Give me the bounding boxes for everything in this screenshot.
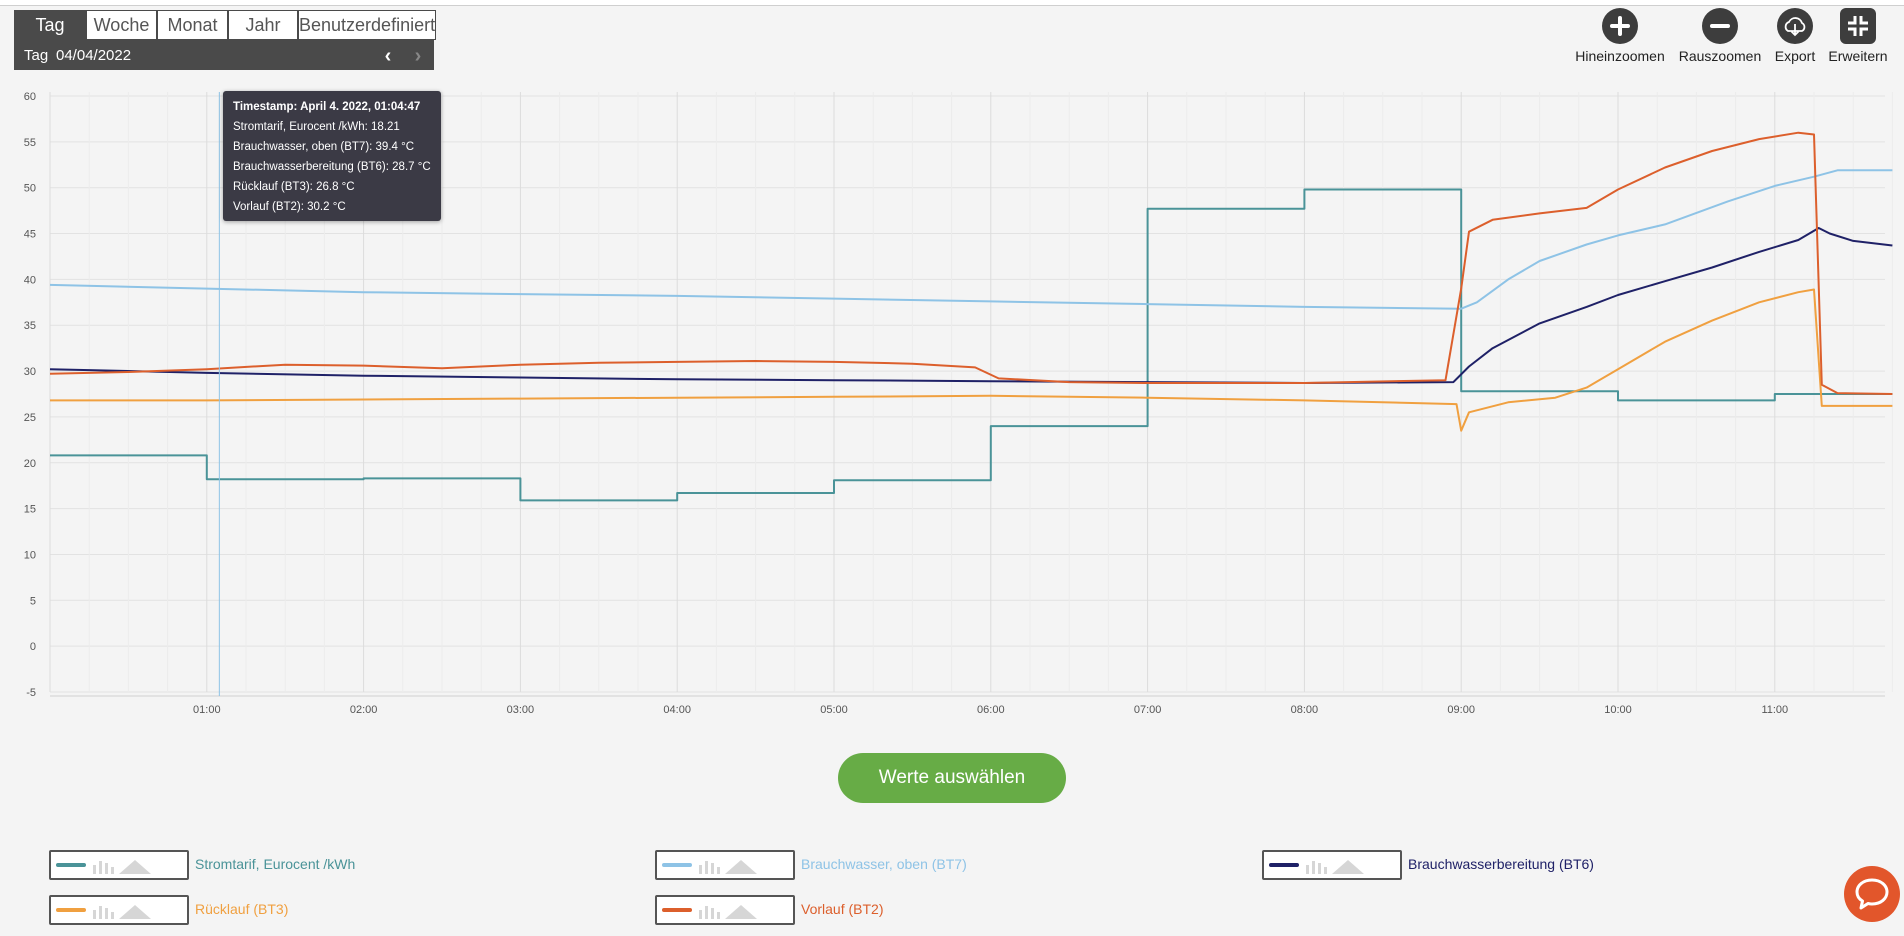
y-tick-label: 25	[24, 412, 36, 424]
minus-icon	[1702, 8, 1738, 44]
y-tick-label: -5	[26, 687, 36, 699]
tooltip-line: Rücklauf (BT3): 26.8 °C	[233, 181, 355, 193]
x-tick-label: 09:00	[1447, 704, 1475, 716]
zoom-out-label: Rauszoomen	[1678, 48, 1762, 64]
chart-type-icon	[93, 905, 151, 919]
y-tick-label: 30	[24, 366, 36, 378]
series-toggle[interactable]	[49, 895, 189, 925]
series-line-0	[50, 188, 1893, 502]
x-tick-label: 07:00	[1134, 704, 1162, 716]
x-tick-label: 08:00	[1291, 704, 1319, 716]
y-tick-label: 60	[24, 91, 36, 103]
day-label: Tag	[24, 47, 49, 64]
series-swatch	[56, 863, 86, 867]
x-tick-label: 06:00	[977, 704, 1005, 716]
period-tabs: Tag Woche Monat Jahr Benutzerdefiniert	[14, 10, 436, 40]
tooltip-line: Vorlauf (BT2): 30.2 °C	[233, 201, 346, 213]
tab-monat[interactable]: Monat	[157, 10, 228, 40]
tooltip-line: Brauchwasser, oben (BT7): 39.4 °C	[233, 141, 415, 153]
y-tick-label: 45	[24, 229, 36, 241]
chat-button[interactable]	[1844, 866, 1900, 922]
series-toggle[interactable]	[1262, 850, 1402, 880]
series-swatch	[56, 908, 86, 912]
cloud-download-icon	[1777, 8, 1813, 44]
tooltip-line: Stromtarif, Eurocent /kWh: 18.21	[233, 121, 400, 133]
legend-label: Stromtarif, Eurocent /kWh	[195, 856, 356, 872]
legend-label: Vorlauf (BT2)	[801, 901, 884, 917]
y-tick-label: 40	[24, 274, 36, 286]
zoom-in-button[interactable]: Hineinzoomen	[1570, 8, 1670, 64]
series-swatch	[1269, 863, 1299, 867]
zoom-out-button[interactable]: Rauszoomen	[1670, 8, 1770, 64]
series-swatch	[662, 908, 692, 912]
y-tick-label: 50	[24, 183, 36, 195]
zoom-in-label: Hineinzoomen	[1575, 48, 1665, 64]
tab-benutzerdefiniert[interactable]: Benutzerdefiniert	[298, 10, 436, 40]
chart-tooltip: Timestamp: April 4. 2022, 01:04:47 Strom…	[223, 91, 441, 221]
x-tick-label: 04:00	[663, 704, 691, 716]
series-line-4	[49, 131, 1893, 395]
y-tick-label: 10	[24, 549, 36, 561]
tooltip-line: Brauchwasserbereitung (BT6): 28.7 °C	[233, 161, 431, 173]
x-tick-label: 02:00	[350, 704, 378, 716]
period-selector: Tag Woche Monat Jahr Benutzerdefiniert T…	[14, 10, 436, 70]
x-tick-label: 05:00	[820, 704, 848, 716]
plus-icon	[1602, 8, 1638, 44]
compress-icon	[1840, 8, 1876, 44]
x-tick-label: 03:00	[507, 704, 535, 716]
x-tick-label: 10:00	[1604, 704, 1632, 716]
series-line-1	[49, 169, 1893, 310]
chat-bubble-icon	[1855, 878, 1889, 910]
chevron-left-icon[interactable]: ‹	[384, 45, 392, 67]
x-tick-label: 11:00	[1761, 704, 1788, 716]
date-row: Tag 04/04/2022 ‹ ›	[14, 42, 434, 70]
chart-type-icon	[699, 860, 757, 874]
chart-type-icon	[1306, 860, 1364, 874]
legend-label: Brauchwasser, oben (BT7)	[801, 856, 967, 872]
x-tick-label: 01:00	[193, 704, 221, 716]
y-tick-label: 20	[24, 458, 36, 470]
legend-label: Rücklauf (BT3)	[195, 901, 289, 917]
series-swatch	[662, 863, 692, 867]
y-tick-label: 15	[24, 504, 36, 516]
export-label: Export	[1774, 48, 1816, 64]
series-toggle[interactable]	[655, 895, 795, 925]
tab-tag[interactable]: Tag	[14, 10, 86, 40]
y-tick-label: 55	[24, 137, 36, 149]
series-toggle[interactable]	[49, 850, 189, 880]
chart-type-icon	[699, 905, 757, 919]
legend-label: Brauchwasserbereitung (BT6)	[1408, 856, 1594, 872]
chart-type-icon	[93, 860, 151, 874]
y-tick-label: 35	[24, 320, 36, 332]
series-line-3	[50, 288, 1893, 432]
tab-woche[interactable]: Woche	[86, 10, 157, 40]
tab-jahr[interactable]: Jahr	[228, 10, 298, 40]
chevron-right-icon[interactable]: ›	[414, 45, 422, 67]
expand-label: Erweitern	[1828, 48, 1888, 64]
series-line-2	[49, 227, 1893, 384]
y-tick-label: 0	[30, 641, 36, 653]
line-chart[interactable]: -5 0 5 10 15 20 25 30 35 40 45 50 55 60 01:00 02:00 03:0…	[0, 80, 1904, 740]
select-values-button[interactable]: Werte auswählen	[838, 753, 1066, 803]
export-button[interactable]: Export	[1770, 8, 1820, 64]
top-border	[0, 0, 1904, 6]
tooltip-timestamp: Timestamp: April 4. 2022, 01:04:47	[233, 101, 421, 113]
expand-button[interactable]: Erweitern	[1826, 8, 1890, 64]
series-toggle[interactable]	[655, 850, 795, 880]
date-value[interactable]: 04/04/2022	[56, 47, 132, 64]
y-tick-label: 5	[30, 595, 36, 607]
